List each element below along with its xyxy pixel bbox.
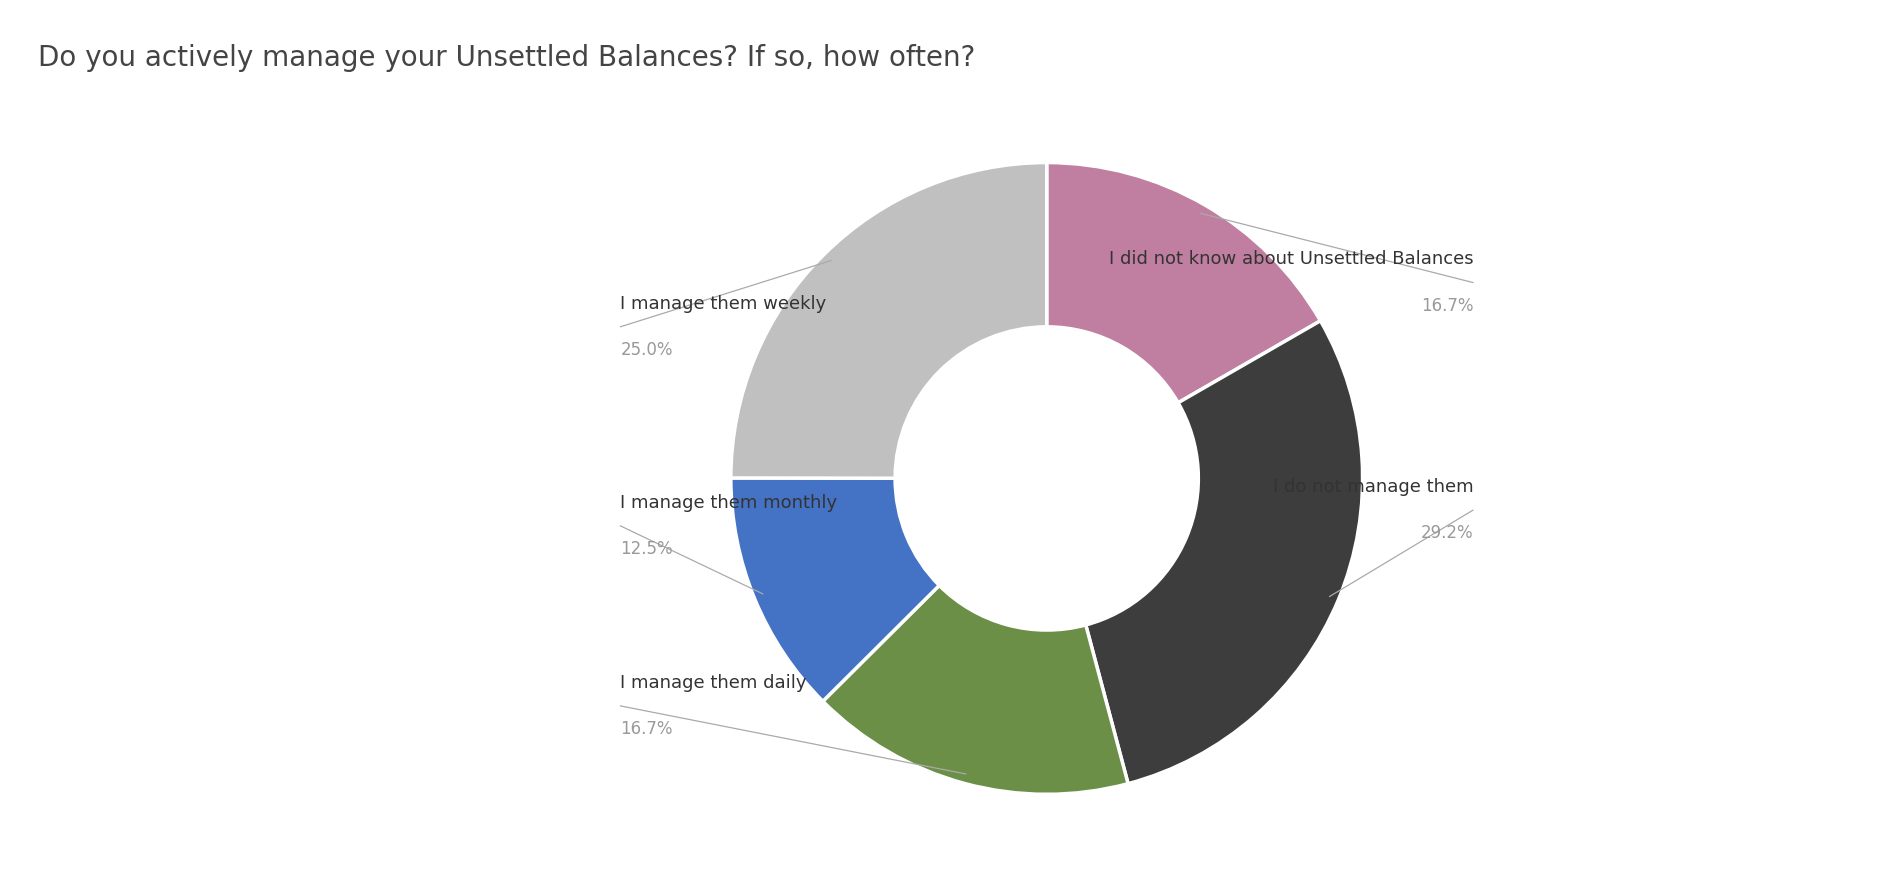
Text: I manage them monthly: I manage them monthly: [620, 494, 837, 511]
Wedge shape: [1086, 321, 1362, 783]
Text: 29.2%: 29.2%: [1420, 525, 1473, 542]
Text: 25.0%: 25.0%: [620, 341, 673, 359]
Text: 12.5%: 12.5%: [620, 540, 673, 558]
Wedge shape: [732, 162, 1047, 478]
Wedge shape: [822, 586, 1128, 795]
Text: I manage them weekly: I manage them weekly: [620, 295, 826, 313]
Text: 16.7%: 16.7%: [620, 720, 673, 738]
Text: I did not know about Unsettled Balances: I did not know about Unsettled Balances: [1109, 251, 1473, 268]
Text: I do not manage them: I do not manage them: [1273, 478, 1473, 496]
Wedge shape: [1047, 162, 1320, 403]
Text: 16.7%: 16.7%: [1420, 297, 1473, 315]
Text: Do you actively manage your Unsettled Balances? If so, how often?: Do you actively manage your Unsettled Ba…: [38, 44, 975, 73]
Text: I manage them daily: I manage them daily: [620, 673, 807, 692]
Wedge shape: [732, 478, 939, 702]
